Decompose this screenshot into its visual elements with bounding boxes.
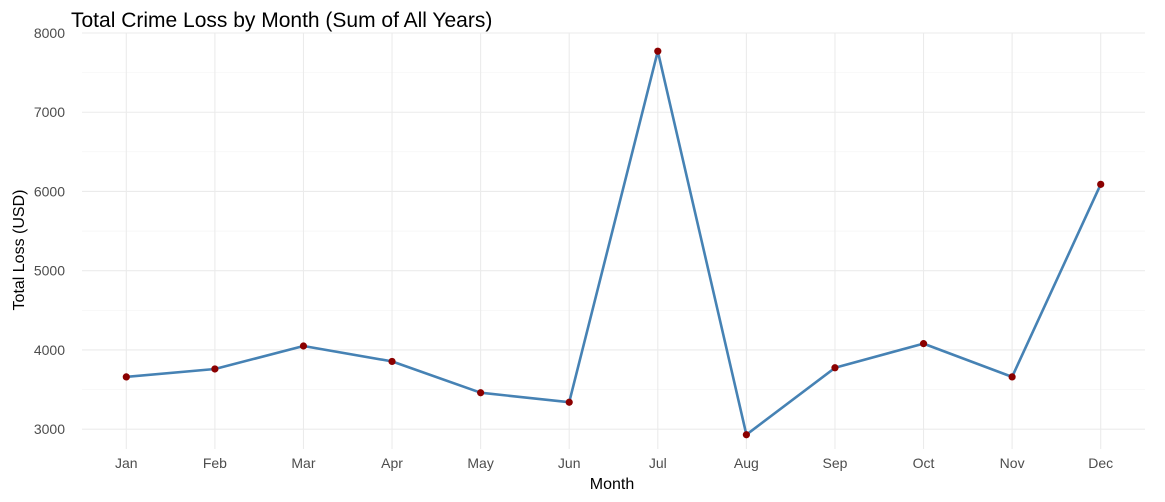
x-tick-label: Jun	[558, 455, 581, 471]
data-point	[388, 357, 396, 366]
x-tick-label: Jan	[115, 455, 138, 471]
y-tick-label: 7000	[34, 104, 65, 120]
y-tick-label: 3000	[34, 421, 65, 437]
x-tick-label: May	[467, 455, 493, 471]
x-tick-label: Dec	[1088, 455, 1113, 471]
x-tick-label: Apr	[381, 455, 403, 471]
x-axis-ticks: Jan Feb Mar Apr May Jun Jul Aug Sep Oct Nov Dec	[115, 455, 1113, 471]
data-point	[477, 389, 485, 397]
series-line-layer	[125, 49, 1102, 436]
y-tick-label: 5000	[34, 263, 65, 279]
y-tick-label: 4000	[34, 342, 65, 358]
y-axis-title: Total Loss (USD)	[11, 190, 28, 311]
y-tick-label: 8000	[34, 25, 65, 41]
data-point	[1097, 180, 1105, 188]
grid	[82, 32, 1145, 449]
data-point	[919, 340, 928, 348]
data-point	[1008, 373, 1016, 381]
x-tick-label: Feb	[203, 455, 227, 471]
data-point	[742, 431, 750, 439]
x-tick-label: Oct	[913, 455, 935, 471]
x-tick-label: Mar	[291, 455, 315, 471]
data-points	[122, 47, 1105, 439]
y-axis-ticks: 3000 4000 5000 6000 7000 8000	[34, 25, 65, 437]
x-axis-title: Month	[590, 476, 634, 493]
data-point	[831, 364, 839, 372]
chart-title: Total Crime Loss by Month (Sum of All Ye…	[71, 9, 492, 32]
series-line	[125, 49, 1102, 436]
x-tick-label: Sep	[822, 455, 847, 471]
data-point	[654, 47, 662, 55]
x-tick-label: Nov	[1000, 455, 1025, 471]
data-point	[122, 373, 130, 381]
data-point	[211, 365, 219, 373]
y-tick-label: 6000	[34, 183, 65, 199]
x-tick-label: Aug	[734, 455, 759, 471]
data-point	[565, 398, 573, 406]
x-tick-label: Jul	[649, 455, 667, 471]
data-point	[299, 342, 308, 350]
